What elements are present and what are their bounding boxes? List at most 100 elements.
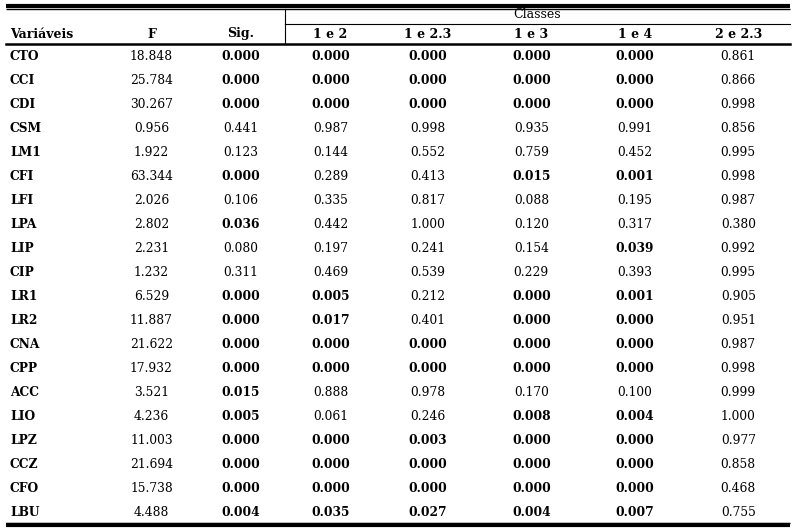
Text: 0.951: 0.951 [721,314,756,327]
Text: 30.267: 30.267 [130,98,173,110]
Text: 0.000: 0.000 [311,362,350,375]
Text: 0.000: 0.000 [512,290,551,303]
Text: 11.887: 11.887 [130,314,173,327]
Text: 0.755: 0.755 [721,507,756,519]
Text: 0.992: 0.992 [721,242,756,255]
Text: 0.000: 0.000 [311,338,350,351]
Text: 0.000: 0.000 [409,458,447,472]
Text: 0.000: 0.000 [221,290,260,303]
Text: 0.539: 0.539 [410,266,445,279]
Text: 0.000: 0.000 [512,49,551,63]
Text: 2.026: 2.026 [134,194,169,207]
Text: 1.232: 1.232 [134,266,169,279]
Text: 0.015: 0.015 [222,386,260,399]
Text: 0.000: 0.000 [512,338,551,351]
Text: 1 e 4: 1 e 4 [618,28,652,40]
Text: 0.469: 0.469 [313,266,348,279]
Text: 0.861: 0.861 [721,49,756,63]
Text: 0.998: 0.998 [721,170,756,183]
Text: CDI: CDI [10,98,37,110]
Text: 0.000: 0.000 [512,98,551,110]
Text: 0.000: 0.000 [615,338,654,351]
Text: 63.344: 63.344 [130,170,173,183]
Text: 0.123: 0.123 [223,145,258,159]
Text: F: F [147,28,156,40]
Text: 0.144: 0.144 [313,145,348,159]
Text: 0.007: 0.007 [615,507,654,519]
Text: 0.000: 0.000 [615,483,654,495]
Text: 0.413: 0.413 [410,170,445,183]
Text: 0.978: 0.978 [410,386,445,399]
Text: 21.622: 21.622 [130,338,173,351]
Text: 0.000: 0.000 [512,314,551,327]
Text: 4.488: 4.488 [134,507,169,519]
Text: 0.000: 0.000 [512,458,551,472]
Text: CIP: CIP [10,266,35,279]
Text: LR2: LR2 [10,314,37,327]
Text: 17.932: 17.932 [130,362,173,375]
Text: 0.080: 0.080 [223,242,258,255]
Text: 0.317: 0.317 [618,218,652,231]
Text: 0.000: 0.000 [221,314,260,327]
Text: 0.380: 0.380 [721,218,756,231]
Text: 3.521: 3.521 [134,386,169,399]
Text: 1 e 3: 1 e 3 [515,28,549,40]
Text: LBU: LBU [10,507,40,519]
Text: Classes: Classes [514,8,561,21]
Text: LIP: LIP [10,242,33,255]
Text: 0.442: 0.442 [313,218,348,231]
Text: 0.999: 0.999 [721,386,756,399]
Text: 0.027: 0.027 [409,507,447,519]
Text: 0.000: 0.000 [615,74,654,87]
Text: 1.000: 1.000 [721,410,756,423]
Text: 0.005: 0.005 [222,410,260,423]
Text: 0.000: 0.000 [221,98,260,110]
Text: 0.401: 0.401 [410,314,445,327]
Text: 0.004: 0.004 [615,410,654,423]
Text: 21.694: 21.694 [130,458,173,472]
Text: 0.000: 0.000 [615,314,654,327]
Text: 0.000: 0.000 [409,49,447,63]
Text: 0.039: 0.039 [615,242,654,255]
Text: 0.000: 0.000 [311,434,350,447]
Text: 15.738: 15.738 [130,483,173,495]
Text: CCZ: CCZ [10,458,39,472]
Text: 0.987: 0.987 [721,194,756,207]
Text: 0.552: 0.552 [410,145,445,159]
Text: 0.000: 0.000 [615,434,654,447]
Text: 0.241: 0.241 [410,242,445,255]
Text: CTO: CTO [10,49,40,63]
Text: 0.000: 0.000 [221,49,260,63]
Text: 0.005: 0.005 [311,290,350,303]
Text: 0.001: 0.001 [615,170,654,183]
Text: 0.000: 0.000 [311,74,350,87]
Text: 0.000: 0.000 [311,49,350,63]
Text: 11.003: 11.003 [130,434,173,447]
Text: 0.000: 0.000 [221,338,260,351]
Text: 0.120: 0.120 [514,218,549,231]
Text: 0.000: 0.000 [221,362,260,375]
Text: 0.000: 0.000 [512,74,551,87]
Text: 0.987: 0.987 [313,122,348,135]
Text: 0.003: 0.003 [409,434,447,447]
Text: 0.246: 0.246 [410,410,445,423]
Text: 0.866: 0.866 [721,74,756,87]
Text: Variáveis: Variáveis [10,28,73,40]
Text: 0.000: 0.000 [615,98,654,110]
Text: 0.998: 0.998 [721,98,756,110]
Text: 0.106: 0.106 [223,194,258,207]
Text: CSM: CSM [10,122,42,135]
Text: LFI: LFI [10,194,33,207]
Text: 2.802: 2.802 [134,218,169,231]
Text: 2.231: 2.231 [134,242,169,255]
Text: 0.100: 0.100 [618,386,652,399]
Text: 0.000: 0.000 [512,362,551,375]
Text: 0.000: 0.000 [221,483,260,495]
Text: 0.000: 0.000 [311,458,350,472]
Text: 0.000: 0.000 [409,362,447,375]
Text: LPZ: LPZ [10,434,37,447]
Text: 1.922: 1.922 [134,145,169,159]
Text: 0.441: 0.441 [223,122,258,135]
Text: LR1: LR1 [10,290,37,303]
Text: 0.004: 0.004 [512,507,551,519]
